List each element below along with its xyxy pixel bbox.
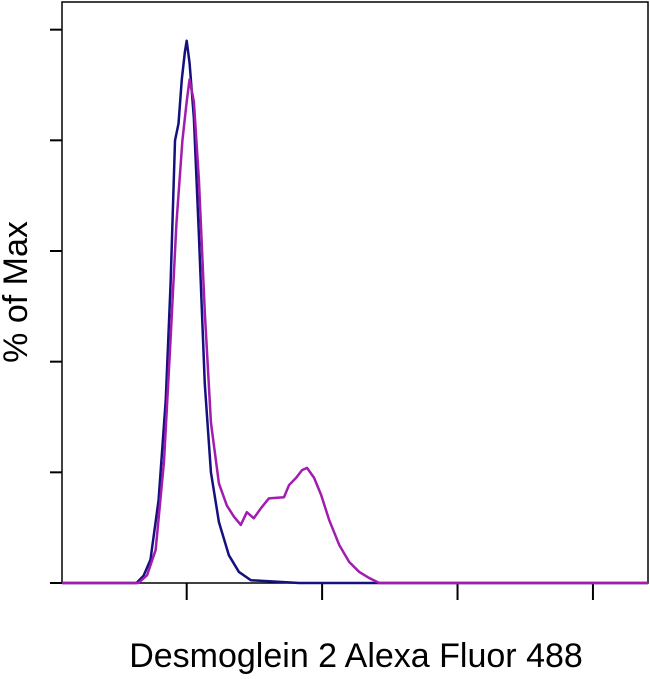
histogram-line xyxy=(62,78,648,585)
histogram-line xyxy=(62,39,648,585)
plot-frame xyxy=(61,1,649,584)
y-axis-title: % of Max xyxy=(0,221,35,363)
x-axis-title: Desmoglein 2 Alexa Fluor 488 xyxy=(129,637,583,675)
